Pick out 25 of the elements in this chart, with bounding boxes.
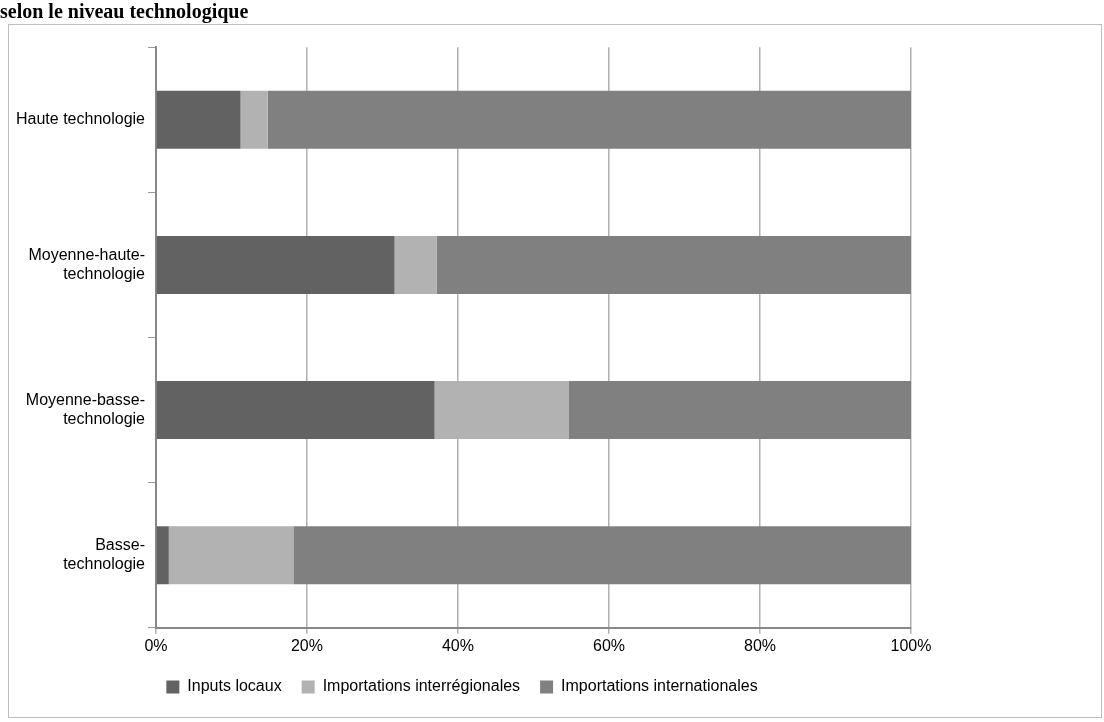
bar xyxy=(156,235,395,294)
x-tick-label: 60% xyxy=(592,636,626,654)
legend-label: Importations interrégionales xyxy=(322,677,521,695)
bar xyxy=(568,381,911,440)
y-tick-label: Moyenne-haute-technologie xyxy=(28,245,146,282)
x-tick-label: 0% xyxy=(144,636,168,654)
bar xyxy=(267,90,911,149)
y-tick-label: Moyenne-basse-technologie xyxy=(25,390,146,428)
bar xyxy=(156,381,435,440)
bar xyxy=(436,235,911,294)
bar xyxy=(168,526,294,585)
x-tick-label: 100% xyxy=(890,636,932,654)
y-tick-label: Basse-technologie xyxy=(63,536,146,573)
bar xyxy=(293,526,911,585)
x-tick-label: 80% xyxy=(743,636,777,654)
y-tick-label: Haute technologie xyxy=(16,110,146,128)
legend-label: Importations internationales xyxy=(561,677,758,695)
bar xyxy=(156,526,169,585)
bar xyxy=(156,90,241,149)
legend-label: Inputs locaux xyxy=(187,677,282,695)
bar xyxy=(240,90,268,149)
bar xyxy=(394,235,437,294)
x-tick-label: 40% xyxy=(441,636,475,654)
chart-title: selon le niveau technologique xyxy=(0,0,249,23)
x-tick-label: 20% xyxy=(290,636,323,654)
